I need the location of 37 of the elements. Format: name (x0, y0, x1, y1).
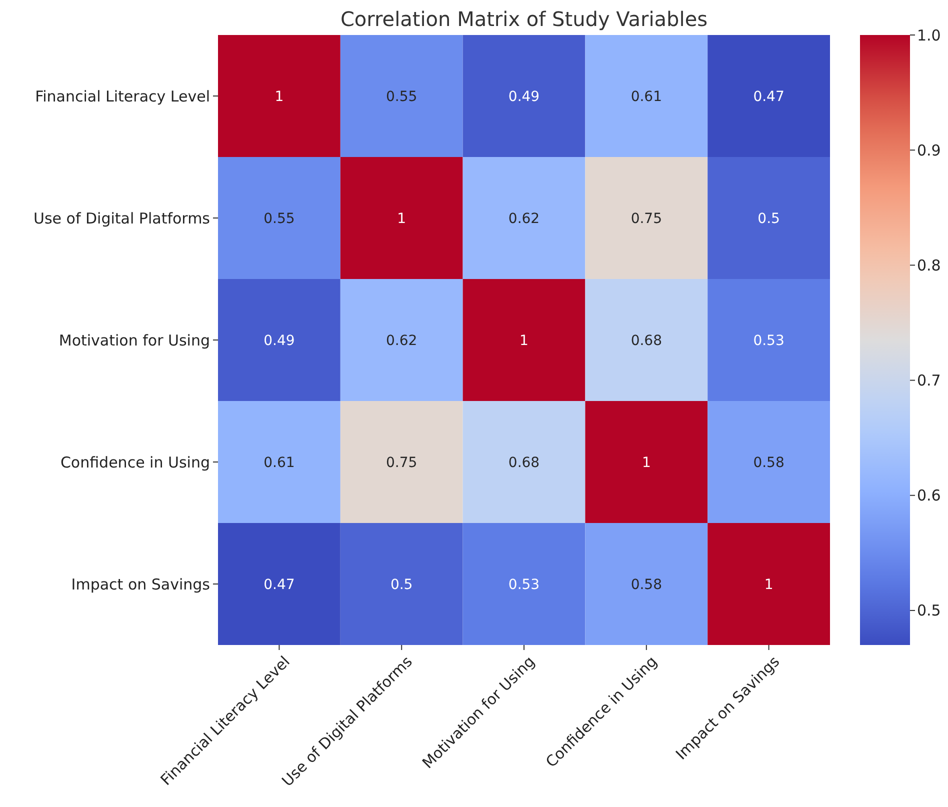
color-bar-label: 0.5 (917, 602, 941, 620)
data-label: 0.55 (264, 210, 295, 227)
data-label: 0.62 (386, 332, 418, 349)
data-label: 1 (397, 210, 406, 227)
data-label: 1 (274, 88, 284, 105)
color-bar-label: 0.7 (917, 372, 941, 390)
data-label: 0.53 (508, 576, 540, 593)
y-tick-label: Financial Literacy Level (35, 87, 210, 106)
y-tick-label: Motivation for Using (58, 331, 210, 350)
y-tick-label: Use of Digital Platforms (33, 209, 210, 228)
data-label: 0.68 (508, 454, 540, 471)
data-label: 0.47 (753, 88, 784, 105)
data-label: 0.62 (508, 210, 540, 227)
data-label: 0.49 (508, 88, 540, 105)
data-label: 0.49 (264, 332, 295, 349)
data-label: 0.68 (630, 332, 662, 349)
data-label: 0.55 (386, 88, 418, 105)
data-label: 0.53 (753, 332, 784, 349)
data-label: 0.58 (753, 454, 784, 471)
data-label: 0.58 (630, 576, 662, 593)
chart-title: Correlation Matrix of Study Variables (340, 7, 708, 31)
data-label: 0.61 (264, 454, 295, 471)
color-bar-label: 0.6 (917, 486, 941, 505)
data-label: 0.5 (390, 576, 413, 593)
data-label: 0.61 (630, 88, 662, 105)
data-label: 1 (764, 576, 774, 593)
color-bar-label: 0.8 (917, 256, 941, 274)
color-bar-label: 1.0 (917, 26, 941, 44)
y-tick-label: Confidence in Using (60, 453, 210, 472)
data-label: 0.47 (264, 576, 295, 593)
data-label: 0.75 (630, 210, 662, 227)
data-label: 0.75 (386, 454, 418, 471)
data-label: 1 (642, 454, 651, 471)
y-tick-label: Impact on Savings (71, 575, 210, 594)
data-label: 1 (520, 332, 528, 349)
data-label: 0.5 (758, 210, 780, 227)
color-bar-label: 0.9 (917, 141, 941, 160)
